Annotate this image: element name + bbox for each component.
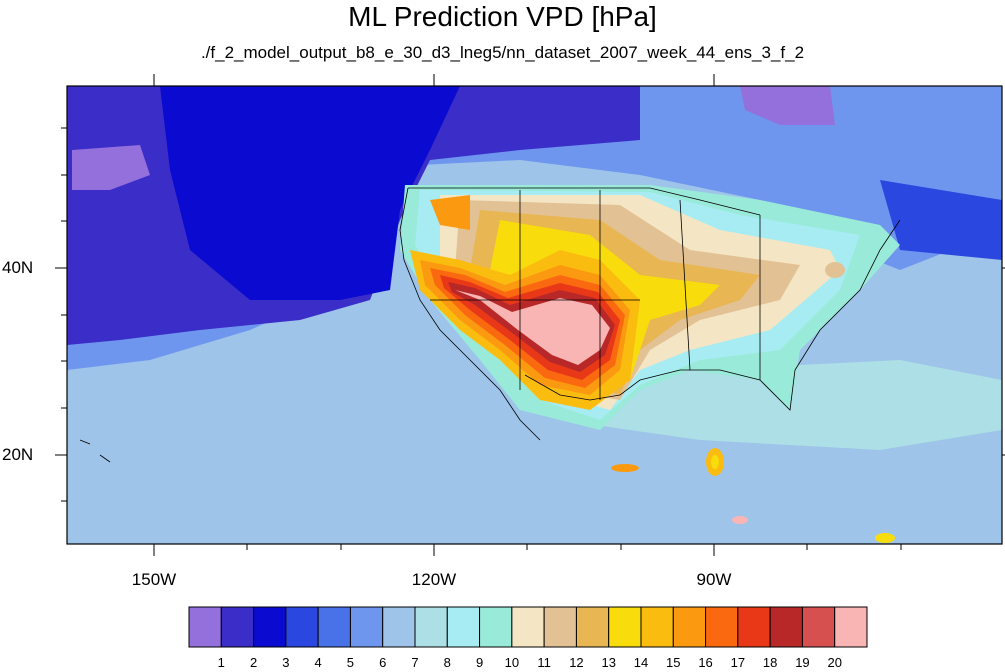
colorbar-swatch — [349, 606, 384, 648]
colorbar-tick-label: 14 — [633, 655, 649, 670]
colorbar-swatch — [511, 606, 545, 648]
colorbar-swatch — [737, 606, 771, 648]
colorbar-swatch — [317, 606, 351, 648]
colorbar-swatch — [769, 606, 803, 648]
lon-label-150w: 150W — [131, 570, 177, 589]
colorbar-tick-label: 8 — [443, 655, 451, 670]
colorbar-swatch — [608, 606, 642, 648]
chart-subtitle: ./f_2_model_output_b8_e_30_d3_lneg5/nn_d… — [200, 43, 805, 62]
map-fields — [67, 86, 1002, 544]
colorbar-tick-label: 12 — [569, 655, 584, 670]
colorbar-swatch — [575, 606, 610, 648]
colorbar-tick-label: 4 — [314, 655, 322, 670]
colorbar-tick-label: 7 — [411, 655, 419, 670]
colorbar-tick-label: 2 — [249, 655, 258, 670]
lat-label-40n: 40N — [2, 258, 34, 277]
colorbar-tick-label: 20 — [827, 655, 842, 670]
colorbar-tick-label: 19 — [795, 655, 810, 670]
colorbar-swatch — [414, 606, 448, 648]
lon-label-90w: 90W — [696, 570, 732, 589]
minor-ticks — [61, 127, 902, 550]
colorbar-swatch — [253, 606, 287, 648]
colorbar-swatch — [188, 606, 222, 648]
colorbar-swatch — [672, 606, 707, 648]
colorbar-swatch — [446, 606, 481, 648]
colorbar-tick-label: 5 — [346, 655, 355, 670]
colorbar-swatch — [705, 606, 739, 648]
coastlines — [79, 187, 901, 463]
lat-label-20n: 20N — [2, 445, 34, 464]
colorbar-tick-label: 13 — [601, 655, 616, 670]
colorbar-swatch — [220, 606, 255, 648]
colorbar-tick-label: 18 — [762, 655, 778, 670]
colorbar-tick-label: 16 — [698, 655, 713, 670]
colorbar-tick-label: 10 — [504, 655, 520, 670]
chart-title: ML Prediction VPD [hPa] — [348, 1, 657, 32]
colorbar-swatch — [834, 606, 868, 648]
colorbar-tick-label: 1 — [217, 655, 225, 670]
colorbar-swatch — [543, 606, 577, 648]
colorbar-swatch — [801, 606, 836, 648]
axis-ticks — [55, 74, 1005, 556]
colorbar-swatch — [382, 606, 416, 648]
colorbar-swatch — [285, 606, 319, 648]
colorbar-tick-label: 17 — [730, 655, 746, 670]
lon-label-120w: 120W — [411, 570, 457, 589]
colorbar-tick-label: 6 — [379, 655, 387, 670]
colorbar-tick-label: 9 — [475, 655, 484, 670]
colorbar-tick-label: 3 — [282, 655, 290, 670]
colorbar-tick-label: 11 — [537, 655, 551, 670]
colorbar-swatch — [640, 606, 674, 648]
colorbar-tick-label: 15 — [666, 655, 681, 670]
colorbar — [188, 606, 868, 648]
colorbar-swatch — [479, 606, 513, 648]
